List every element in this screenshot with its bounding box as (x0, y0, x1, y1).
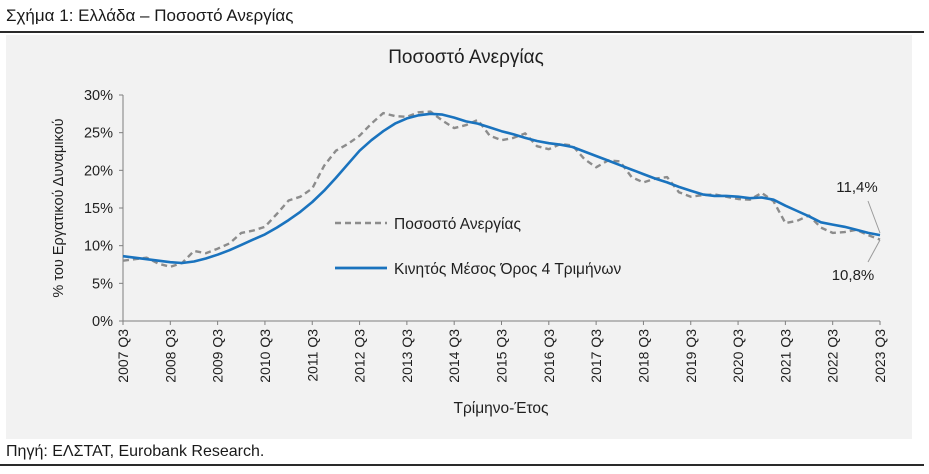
x-tick-label: 2018 Q3 (635, 329, 651, 383)
legend-label-unemployment: Ποσοστό Ανεργίας (394, 216, 521, 233)
x-tick-label: 2016 Q3 (541, 329, 557, 383)
annotation-leader-high (867, 200, 881, 234)
source-note: Πηγή: ΕΛΣΤΑΤ, Eurobank Research. (6, 443, 265, 460)
x-tick-label: 2013 Q3 (399, 329, 415, 383)
top-rule (0, 31, 924, 33)
y-tick-labels: 0% 5% 10% 15% 20% 25% 30% (84, 88, 123, 330)
x-tick-label: 2015 Q3 (494, 329, 510, 383)
x-tick-label: 2021 Q3 (777, 329, 793, 383)
x-axis-label: Τρίμηνο-Έτος (454, 400, 549, 417)
x-tick-label: 2022 Q3 (825, 329, 841, 383)
x-tick-label: 2014 Q3 (446, 329, 462, 383)
x-tick-label: 2019 Q3 (683, 329, 699, 383)
x-tick-label: 2023 Q3 (872, 329, 888, 383)
legend-label-moving-average: Κινητός Μέσος Όρος 4 Τριμήνων (394, 261, 621, 278)
bottom-rule (0, 464, 924, 466)
x-tick-label: 2012 Q3 (352, 329, 368, 383)
annotations: 11,4% 10,8% (832, 179, 881, 284)
annotation-leader-low (867, 239, 881, 263)
chart-panel (6, 35, 912, 439)
y-tick-label: 10% (84, 239, 113, 255)
chart-title: Ποσοστό Ανεργίας (388, 47, 544, 68)
annotation-low: 10,8% (832, 267, 875, 284)
series-group (122, 110, 881, 268)
y-tick-label: 25% (84, 126, 113, 142)
unemployment-rate-line (122, 110, 881, 268)
x-tick-label: 2008 Q3 (162, 329, 178, 383)
annotation-high: 11,4% (836, 179, 877, 196)
y-tick-label: 20% (84, 163, 113, 179)
axes-group (122, 95, 880, 322)
y-tick-label: 0% (92, 314, 113, 330)
y-tick-label: 5% (92, 276, 113, 292)
y-tick-label: 15% (84, 201, 113, 217)
x-tick-label: 2017 Q3 (588, 329, 604, 383)
figure-title: Σχήμα 1: Ελλάδα – Ποσοστό Ανεργίας (6, 6, 294, 25)
y-axis-label: % του Εργατικού Δυναμικού (51, 118, 67, 297)
x-tick-label: 2020 Q3 (730, 329, 746, 383)
legend: Ποσοστό Ανεργίας Κινητός Μέσος Όρος 4 Τρ… (335, 216, 621, 278)
moving-average-line (122, 112, 881, 265)
x-tick-label: 2010 Q3 (257, 329, 273, 383)
x-tick-labels: 2007 Q3 2008 Q3 2009 Q3 2010 Q3 2011 Q3 2012 … (115, 321, 888, 383)
x-tick-label: 2007 Q3 (115, 329, 131, 383)
x-tick-label: 2009 Q3 (210, 329, 226, 383)
x-tick-label: 2011 Q3 (304, 329, 320, 382)
y-tick-label: 30% (84, 88, 113, 104)
